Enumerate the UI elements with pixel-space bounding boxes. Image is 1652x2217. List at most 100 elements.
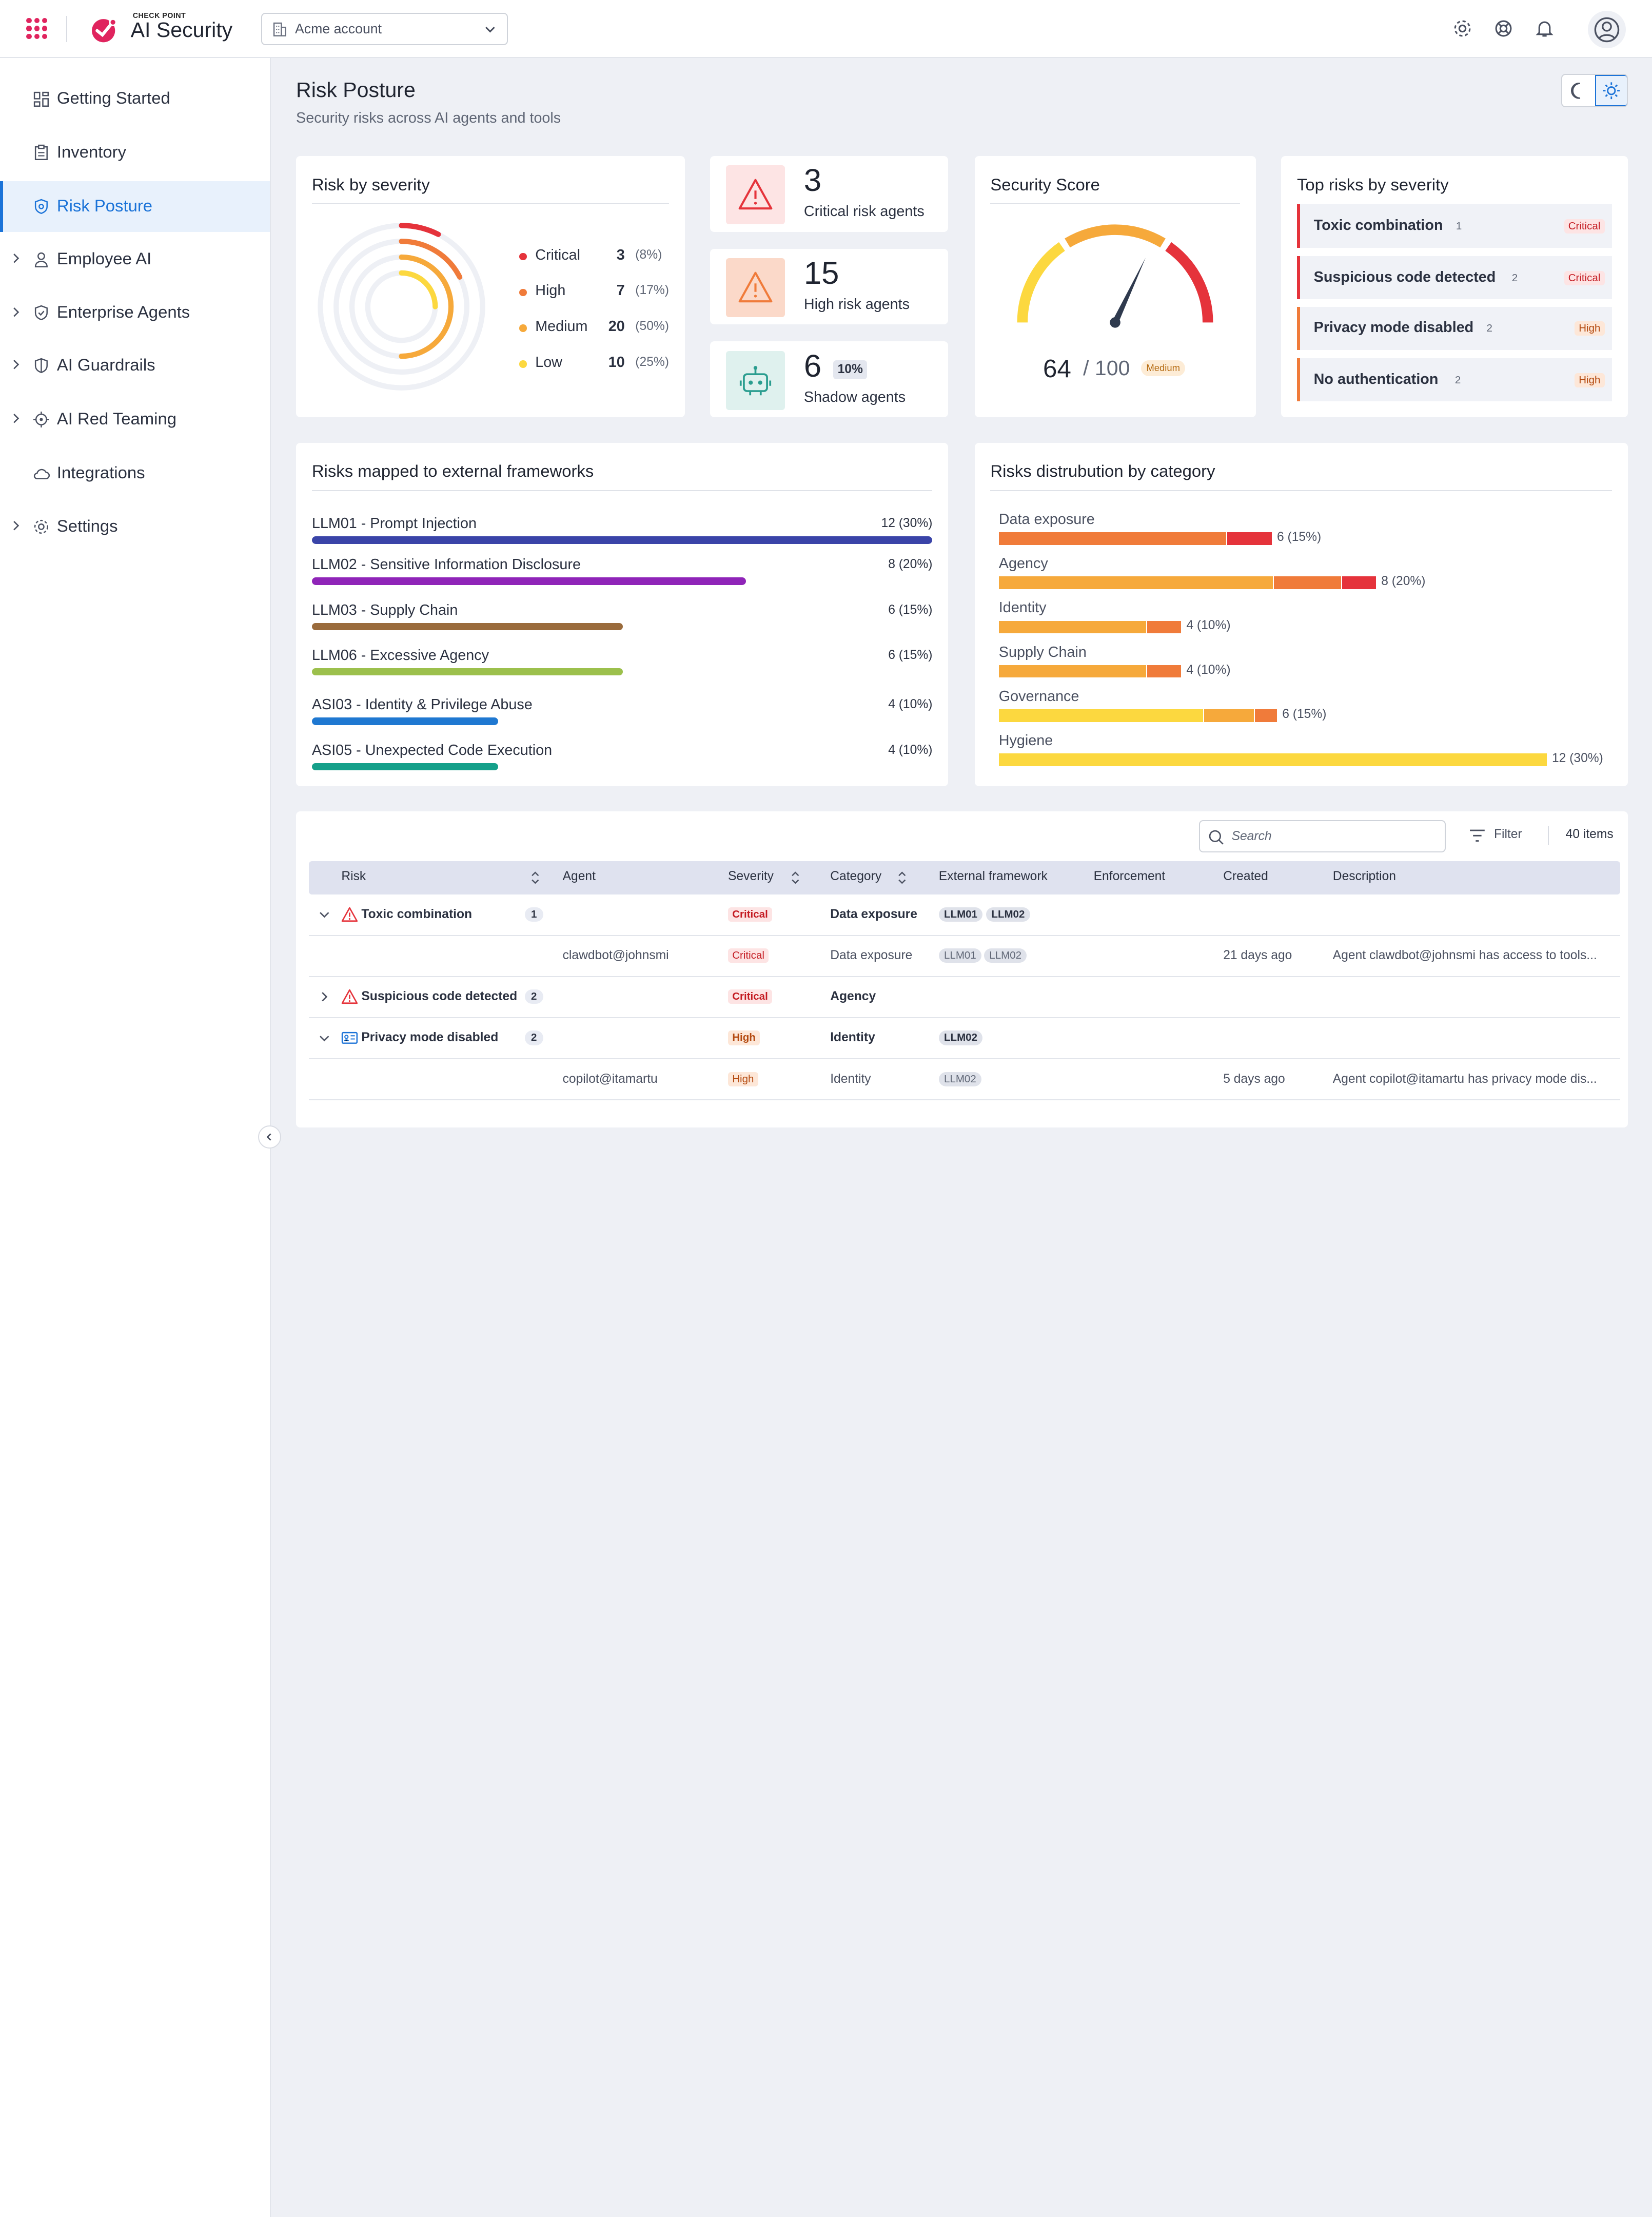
table-row[interactable]: copilot@itamartu High Identity LLM02 5 d… — [308, 1059, 1621, 1100]
id-card-icon — [342, 1032, 358, 1044]
column-header-risk[interactable]: Risk — [341, 869, 366, 884]
category-label: Supply Chain — [998, 644, 1087, 660]
sidebar-item-enterprise-agents[interactable]: Enterprise Agents — [0, 288, 270, 339]
severity-legend-name: Critical — [535, 246, 581, 263]
category-value: 12 (30%) — [1551, 751, 1603, 766]
column-header-severity[interactable]: Severity — [728, 869, 774, 884]
top-risk-row[interactable]: Toxic combination 1 Critical — [1296, 204, 1612, 248]
chevron-right-icon[interactable] — [11, 413, 22, 424]
card-title: Risks distrubution by category — [990, 461, 1215, 481]
sidebar-item-getting-started[interactable]: Getting Started — [0, 74, 270, 125]
column-header-category[interactable]: Category — [830, 869, 882, 884]
sidebar-item-integrations[interactable]: Integrations — [0, 448, 270, 499]
frameworks-card: Risks mapped to external frameworks LLM0… — [296, 442, 949, 786]
theme-toggle[interactable] — [1561, 73, 1628, 108]
column-header-agent[interactable]: Agent — [562, 869, 596, 884]
sidebar-item-label: AI Red Teaming — [56, 409, 176, 428]
severity-ring-low — [365, 270, 438, 343]
top-risks-card: Top risks by severity Toxic combination … — [1281, 155, 1628, 418]
collapse-sidebar-button[interactable] — [258, 1125, 282, 1149]
sort-icon[interactable] — [897, 870, 908, 885]
robot-icon — [725, 351, 785, 410]
category-bar-segment — [1254, 709, 1277, 722]
chevron-right-icon[interactable] — [11, 253, 22, 264]
top-risk-row[interactable]: No authentication 2 High — [1296, 358, 1612, 402]
column-header-enforcement[interactable]: Enforcement — [1093, 869, 1166, 884]
chevron-down-icon[interactable] — [319, 909, 330, 920]
sidebar: Getting Started Inventory Risk Posture E… — [0, 57, 282, 2217]
sidebar-item-ai-red-teaming[interactable]: AI Red Teaming — [0, 394, 270, 445]
critical-warning-icon — [725, 165, 785, 225]
brand-vendor: CHECK POINT — [132, 11, 186, 20]
gauge-needle — [1112, 258, 1146, 324]
severity-badge: High — [728, 1072, 758, 1086]
framework-bar — [311, 763, 499, 771]
category-label: Identity — [998, 599, 1047, 616]
sort-icon[interactable] — [790, 870, 801, 885]
sidebar-item-employee-ai[interactable]: Employee AI — [0, 234, 270, 285]
user-avatar[interactable] — [1587, 10, 1626, 49]
risk-count-badge: 1 — [524, 907, 543, 922]
risk-name: Suspicious code detected — [361, 989, 518, 1004]
severity-legend-name: Low — [535, 354, 562, 371]
category-distribution-card: Risks distrubution by category Data expo… — [974, 442, 1628, 786]
severity-badge: Critical — [728, 989, 772, 1004]
sidebar-item-risk-posture[interactable]: Risk Posture — [0, 181, 270, 232]
critical-agents-card[interactable]: 3 Critical risk agents — [710, 155, 949, 232]
framework-value: 4 (10%) — [888, 697, 933, 712]
sidebar-item-label: AI Guardrails — [56, 355, 155, 375]
sidebar-item-label: Employee AI — [56, 248, 152, 268]
target-icon — [33, 411, 49, 427]
framework-label: LLM06 - Excessive Agency — [311, 647, 489, 664]
notifications-bell-icon[interactable] — [1534, 18, 1555, 39]
shadow-agents-card[interactable]: 6 10% Shadow agents — [710, 341, 949, 418]
agent-cell[interactable]: copilot@itamartu — [562, 1072, 658, 1086]
help-lifebuoy-icon[interactable] — [1493, 18, 1514, 39]
app-launcher-icon[interactable] — [26, 17, 48, 39]
chevron-down-icon[interactable] — [319, 1033, 330, 1044]
table-row[interactable]: Suspicious code detected 2 Critical Agen… — [308, 977, 1621, 1018]
page-subtitle: Security risks across AI agents and tool… — [296, 109, 561, 126]
account-name: Acme account — [294, 21, 382, 37]
sidebar-item-inventory[interactable]: Inventory — [0, 127, 270, 178]
score-level-badge: Medium — [1141, 360, 1186, 376]
severity-legend-percent: (25%) — [635, 355, 669, 369]
agent-cell[interactable]: clawdbot@johnsmi — [562, 948, 669, 963]
risk-count-badge: 2 — [524, 989, 543, 1004]
divider — [66, 15, 68, 43]
high-risk-agents-card[interactable]: 15 High risk agents — [710, 248, 949, 325]
table-row[interactable]: Privacy mode disabled 2 High Identity LL… — [308, 1018, 1621, 1059]
category-bar-segment — [1342, 576, 1376, 589]
chevron-right-icon[interactable] — [11, 359, 22, 370]
sidebar-item-settings[interactable]: Settings — [0, 502, 270, 553]
sort-icon[interactable] — [530, 870, 541, 885]
top-risk-row[interactable]: Suspicious code detected 2 Critical — [1296, 256, 1612, 300]
chevron-right-icon[interactable] — [11, 307, 22, 318]
critical-agents-count: 3 — [803, 163, 822, 199]
framework-label: LLM02 - Sensitive Information Disclosure — [311, 556, 581, 573]
settings-gear-icon[interactable] — [1452, 18, 1473, 39]
cloud-icon — [33, 469, 50, 479]
column-header-framework[interactable]: External framework — [938, 869, 1048, 884]
chevron-right-icon[interactable] — [319, 991, 330, 1002]
column-header-created[interactable]: Created — [1223, 869, 1268, 884]
account-selector[interactable]: Acme account — [261, 12, 508, 46]
category-cell: Identity — [830, 1030, 875, 1045]
brand-name: AI Security — [130, 17, 233, 42]
severity-badge: Critical — [1564, 270, 1605, 285]
guardrail-shield-icon — [34, 358, 48, 374]
sidebar-item-ai-guardrails[interactable]: AI Guardrails — [0, 340, 270, 391]
table-row[interactable]: Toxic combination 1 Critical Data exposu… — [308, 895, 1621, 936]
severity-legend-item: Critical 3 (8%) — [519, 247, 672, 266]
chevron-right-icon[interactable] — [11, 520, 22, 531]
card-title: Security Score — [990, 174, 1100, 194]
top-risk-row[interactable]: Privacy mode disabled 2 High — [1296, 306, 1612, 350]
shadow-agents-share-badge: 10% — [833, 360, 868, 379]
column-header-description[interactable]: Description — [1332, 869, 1396, 884]
dark-mode-button[interactable] — [1562, 75, 1595, 107]
light-mode-button[interactable] — [1595, 74, 1627, 107]
framework-bar — [311, 668, 623, 676]
search-input[interactable]: Search — [1198, 820, 1446, 853]
table-row[interactable]: clawdbot@johnsmi Critical Data exposure … — [308, 936, 1621, 977]
framework-value: 6 (15%) — [888, 648, 933, 662]
